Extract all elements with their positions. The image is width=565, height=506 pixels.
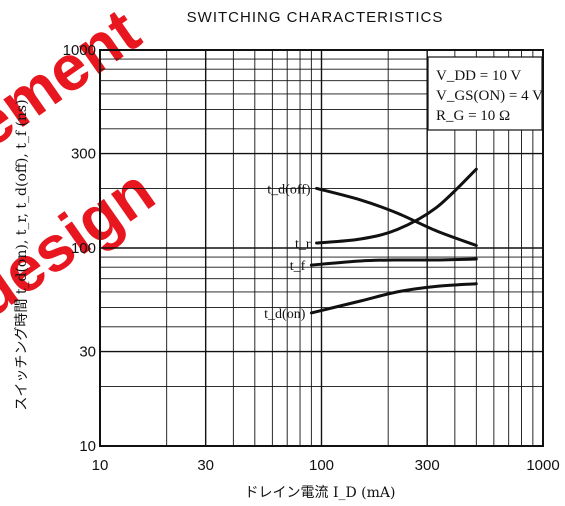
series: t_d(off) t_r t_f t_d(on): [264, 167, 478, 322]
y-tick-label: 30: [79, 344, 96, 361]
x-tick-label: 300: [415, 457, 440, 474]
chart-title: SWITCHING CHARACTERISTICS: [187, 9, 444, 26]
y-tick-label: 10: [79, 438, 96, 455]
x-tick-label: 100: [309, 457, 334, 474]
ticks: 10 30 100 300 1000 10 30 100 300 1000: [63, 42, 560, 474]
y-tick-label: 300: [71, 146, 96, 163]
series-line-td-on: [309, 282, 478, 315]
x-tick-label: 30: [197, 457, 214, 474]
condition-rg: R_G = 10 Ω: [436, 108, 510, 124]
series-label-td-on: t_d(on): [264, 307, 306, 322]
condition-vdd: V_DD = 10 V: [436, 68, 521, 84]
plot-frame: [99, 49, 544, 447]
series-line-tf: [309, 257, 478, 267]
series-line-tr: [315, 167, 478, 245]
x-axis-label: ドレイン電流 I_D (mA): [245, 485, 396, 501]
y-tick-label: 1000: [63, 42, 96, 59]
conditions-box: [427, 56, 543, 131]
x-tick-label: 1000: [526, 457, 559, 474]
y-axis-label: スイッチング時間 t_d(on), t_r, t_d(off), t_f (ns…: [14, 99, 30, 410]
y-tick-label: 100: [71, 240, 96, 257]
series-label-tf: t_f: [290, 259, 306, 274]
condition-vgs: V_GS(ON) = 4 V: [436, 88, 543, 104]
x-tick-label: 10: [92, 457, 109, 474]
series-label-tr: t_r: [295, 237, 311, 252]
series-line-td-off: [315, 186, 478, 247]
series-label-td-off: t_d(off): [267, 182, 311, 197]
